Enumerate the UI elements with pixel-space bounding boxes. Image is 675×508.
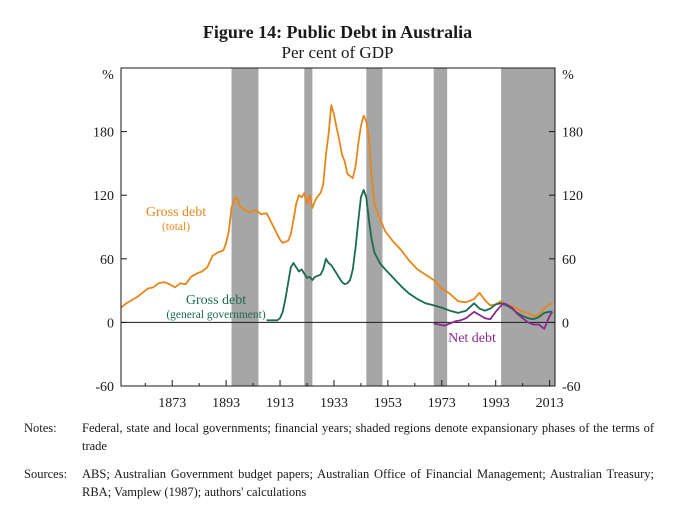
x-tick-label: 1973 (428, 396, 456, 411)
series-label-1: Gross debt (186, 293, 246, 308)
y-tick-label-left: -60 (95, 380, 114, 395)
x-tick-label: 1933 (320, 396, 348, 411)
x-tick-label: 1993 (482, 396, 510, 411)
series-label-2: Net debt (448, 331, 496, 346)
sources-text: ABS; Australian Government budget papers… (82, 467, 654, 499)
y-tick-label-left: 120 (93, 189, 114, 204)
y-unit-left: % (102, 68, 114, 83)
shaded-period-1 (304, 68, 313, 386)
series-lines (120, 104, 554, 330)
x-tick-label: 2013 (536, 396, 564, 411)
notes-label: Notes: (24, 421, 57, 435)
x-tick-label: 1953 (374, 396, 402, 411)
y-tick-label-right: 180 (562, 126, 583, 141)
series-line-2 (433, 302, 554, 330)
y-tick-label-right: 60 (562, 253, 576, 268)
line-chart: -60 -60 0 0 60 60 120 120 180 180 1873 1893 1913 1933… (93, 67, 583, 411)
shaded-periods (231, 68, 555, 386)
shaded-period-0 (231, 68, 259, 386)
x-tick-label: 1873 (158, 396, 186, 411)
shaded-period-2 (366, 68, 383, 386)
y-tick-label-left: 180 (93, 126, 114, 141)
y-unit-right: % (562, 68, 574, 83)
y-tick-label-left: 0 (107, 316, 114, 331)
series-sublabel-0: (total) (162, 221, 190, 233)
series-sublabel-1: (general government) (166, 309, 265, 321)
series-line-0 (120, 104, 553, 317)
series-label-0: Gross debt (146, 205, 206, 220)
chart-title: Figure 14: Public Debt in Australia (202, 22, 473, 42)
sources-label: Sources: (24, 467, 68, 481)
notes-block: Notes: Federal, state and local governme… (24, 419, 654, 455)
shaded-period-4 (501, 68, 555, 386)
x-tick-label: 1893 (212, 396, 240, 411)
shaded-period-3 (433, 68, 448, 386)
y-tick-label-right: 0 (562, 316, 569, 331)
series-line-1 (266, 188, 553, 322)
plot-frame (120, 67, 556, 387)
notes-text: Federal, state and local governments; fi… (82, 421, 654, 453)
sources-block: Sources: ABS; Australian Government budg… (24, 465, 654, 501)
chart-subtitle: Per cent of GDP (281, 43, 394, 62)
series-labels: Gross debt(total)Gross debt(general gove… (146, 205, 496, 346)
y-tick-label-left: 60 (100, 253, 114, 268)
y-tick-label-right: -60 (562, 380, 581, 395)
axis-ticks: -60 -60 0 0 60 60 120 120 180 180 1873 1893 1913 1933… (93, 126, 583, 411)
x-tick-label: 1913 (266, 396, 294, 411)
y-tick-label-right: 120 (562, 189, 583, 204)
